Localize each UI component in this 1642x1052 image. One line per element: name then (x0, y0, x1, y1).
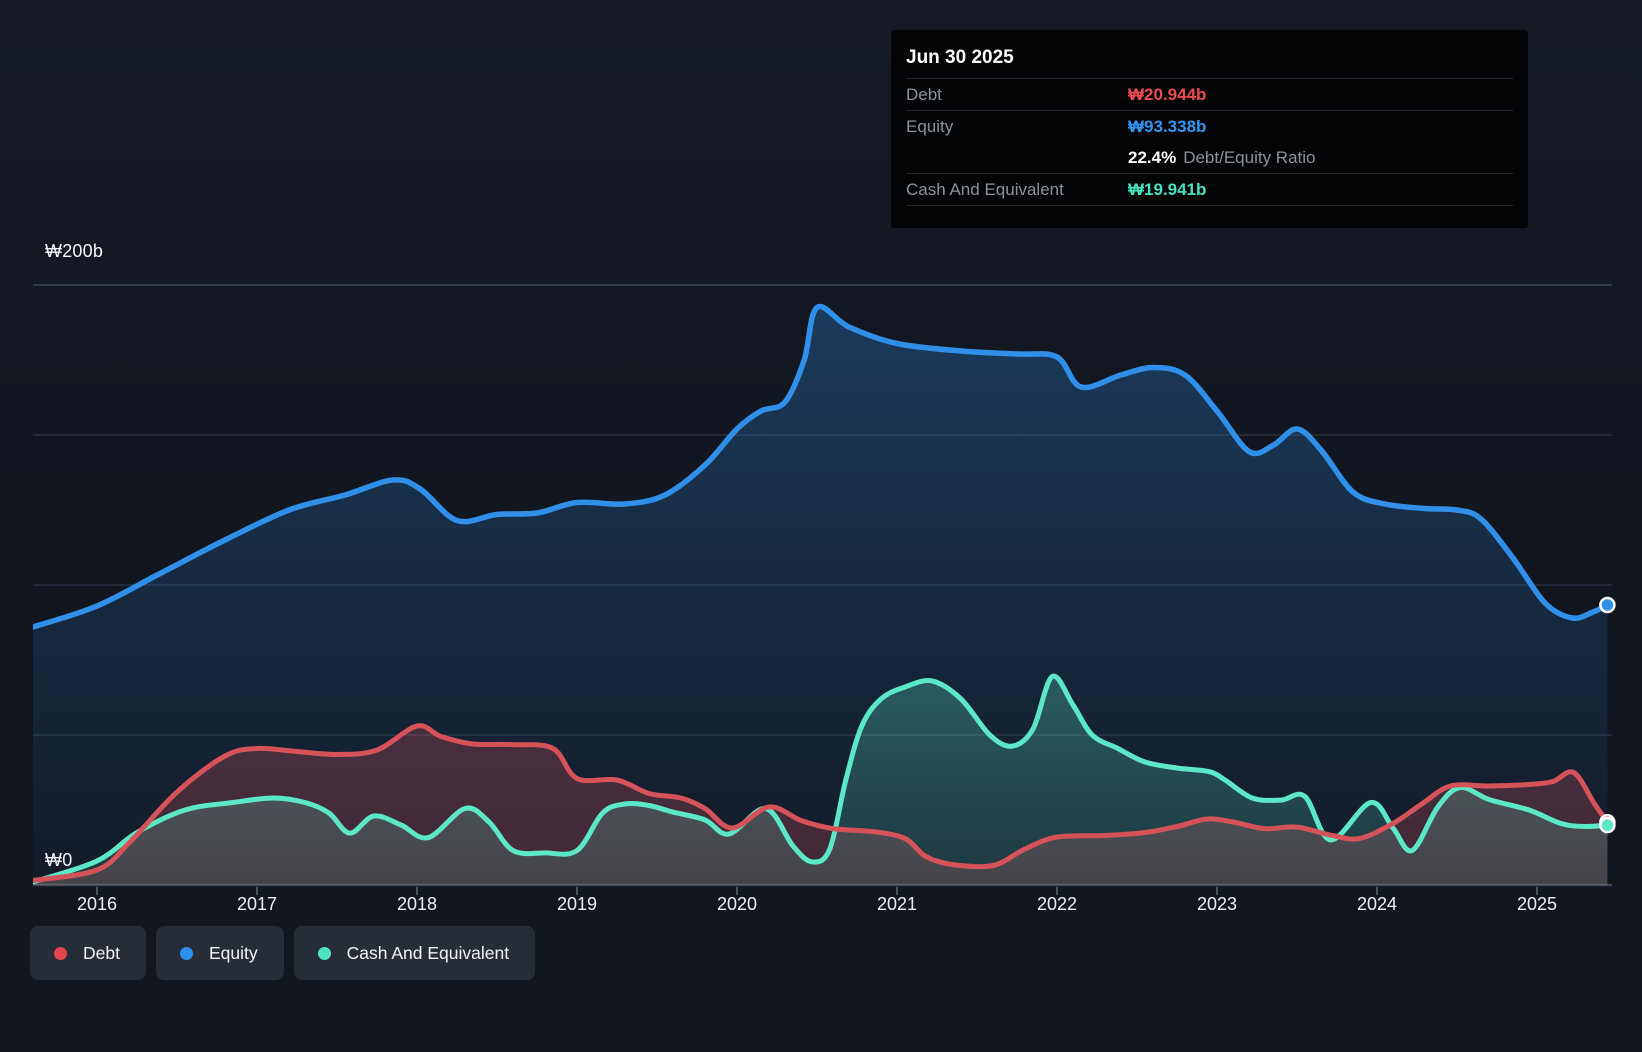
tooltip-ratio-value: 22.4% (1128, 148, 1176, 167)
x-tick-label: 2018 (397, 894, 437, 915)
debt-series-dot-icon (54, 947, 67, 960)
tooltip-row-equity: Equity ₩93.338b (906, 111, 1513, 142)
tooltip-date: Jun 30 2025 (906, 38, 1513, 79)
x-tick-label: 2017 (237, 894, 277, 915)
equity-series-dot-icon (180, 947, 193, 960)
x-tick-label: 2025 (1517, 894, 1557, 915)
tooltip-equity-label: Equity (906, 117, 1128, 137)
x-tick-label: 2022 (1037, 894, 1077, 915)
x-tick-label: 2024 (1357, 894, 1397, 915)
tooltip-row-cash: Cash And Equivalent ₩19.941b (906, 174, 1513, 206)
chart-tooltip: Jun 30 2025 Debt ₩20.944b Equity ₩93.338… (891, 30, 1528, 228)
legend-cash-label: Cash And Equivalent (347, 943, 509, 964)
tooltip-ratio-label: Debt/Equity Ratio (1183, 148, 1315, 167)
tooltip-equity-value: ₩93.338b (1128, 117, 1206, 137)
x-tick-label: 2019 (557, 894, 597, 915)
tooltip-debt-value: ₩20.944b (1128, 85, 1206, 105)
debt-equity-history-page: { "page": { "background": "#11151e" }, "… (0, 0, 1642, 1052)
cash-endpoint-marker (1600, 818, 1614, 832)
legend-chip-debt[interactable]: Debt (30, 926, 146, 980)
cash-series-dot-icon (318, 947, 331, 960)
legend-debt-label: Debt (83, 943, 120, 964)
x-tick-label: 2021 (877, 894, 917, 915)
tooltip-cash-label: Cash And Equivalent (906, 180, 1128, 200)
x-tick-label: 2023 (1197, 894, 1237, 915)
chart-legend: Debt Equity Cash And Equivalent (30, 926, 535, 980)
tooltip-row-debt: Debt ₩20.944b (906, 79, 1513, 111)
equity-endpoint-marker (1600, 598, 1614, 612)
tooltip-cash-value: ₩19.941b (1128, 180, 1206, 200)
tooltip-debt-label: Debt (906, 85, 1128, 105)
x-tick-label: 2020 (717, 894, 757, 915)
legend-equity-label: Equity (209, 943, 258, 964)
tooltip-row-ratio: 22.4% Debt/Equity Ratio (906, 142, 1513, 174)
y-axis-label-0: ₩0 (45, 850, 72, 871)
legend-chip-equity[interactable]: Equity (156, 926, 284, 980)
y-axis-label-200b: ₩200b (45, 241, 103, 262)
legend-chip-cash[interactable]: Cash And Equivalent (294, 926, 535, 980)
x-tick-label: 2016 (77, 894, 117, 915)
